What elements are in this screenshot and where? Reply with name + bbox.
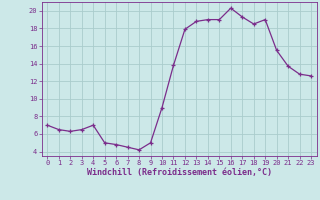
X-axis label: Windchill (Refroidissement éolien,°C): Windchill (Refroidissement éolien,°C) [87, 168, 272, 177]
